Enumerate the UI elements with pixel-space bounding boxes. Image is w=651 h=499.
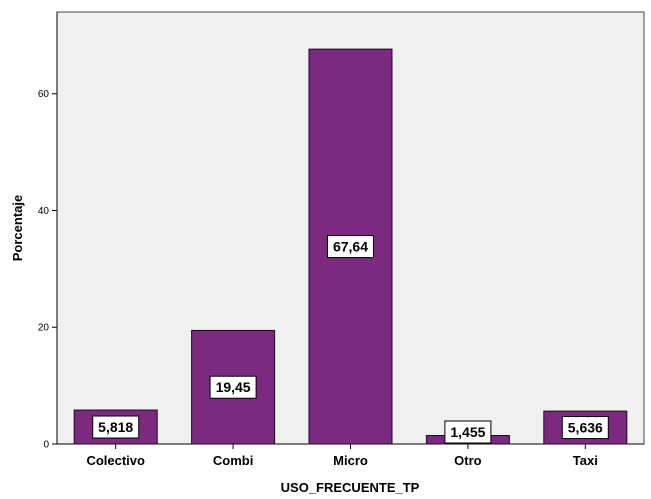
x-category-label: Micro bbox=[333, 453, 368, 468]
x-category-label: Colectivo bbox=[86, 453, 145, 468]
y-tick-label: 40 bbox=[38, 206, 50, 217]
y-tick-label: 60 bbox=[38, 89, 50, 100]
data-label-box bbox=[444, 420, 492, 444]
data-label: 67,64 bbox=[333, 239, 368, 255]
data-label: 5,636 bbox=[568, 420, 603, 436]
y-axis-ticks: 0 20 40 60 bbox=[38, 89, 57, 451]
data-label: 1,455 bbox=[450, 424, 485, 440]
y-axis-title: Porcentaje bbox=[10, 195, 25, 261]
y-tick-label: 20 bbox=[38, 323, 50, 334]
x-axis-title: USO_FRECUENTE_TP bbox=[281, 480, 420, 495]
x-category-label: Otro bbox=[454, 453, 482, 468]
x-category-label: Combi bbox=[213, 453, 253, 468]
y-tick-label: 0 bbox=[43, 440, 49, 451]
data-label-box bbox=[92, 415, 140, 439]
data-label: 19,45 bbox=[216, 379, 251, 395]
data-label-box bbox=[209, 375, 257, 399]
bar-series: 5,818 19,45 67,64 1,455 5,636 bbox=[73, 48, 628, 445]
x-axis-category-labels: Colectivo Combi Micro Otro Taxi bbox=[86, 444, 598, 468]
x-category-label: Taxi bbox=[573, 453, 598, 468]
data-label-box bbox=[561, 416, 609, 440]
data-label-box bbox=[327, 235, 374, 259]
data-label: 5,818 bbox=[98, 419, 133, 435]
